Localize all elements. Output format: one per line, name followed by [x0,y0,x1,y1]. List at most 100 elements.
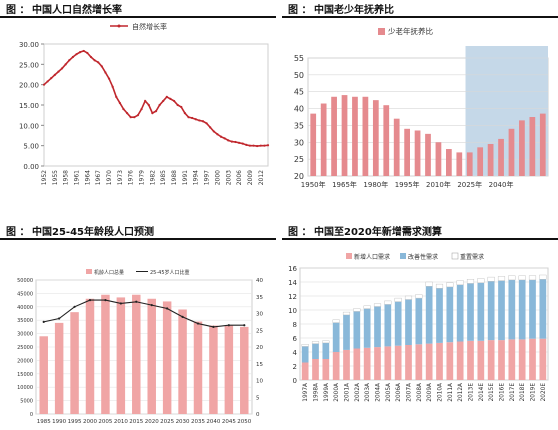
y-tick-label: 15.00 [19,102,39,110]
bar [116,297,126,414]
data-point [245,143,248,146]
y-tick-label: 15000 [17,372,33,378]
bar-segment [467,283,474,341]
bar [54,322,64,414]
data-point [104,299,107,302]
bar-segment [436,288,443,343]
x-tick-label: 2015E [489,383,495,402]
bar [383,105,390,176]
x-tick-label: 1998A [314,383,320,402]
y-tick-label: 30000 [17,332,33,338]
bar [310,113,317,176]
y2-tick-label: 5 [256,395,260,401]
data-point [73,305,76,308]
x-tick-label: 2009A [427,383,433,402]
bar [362,96,369,176]
x-tick-label: 1982 [149,170,156,185]
data-point [42,320,45,323]
x-tick-label: 2004A [376,383,382,402]
x-tick-label: 2040年 [489,180,514,189]
y-tick-label: 35 [294,121,304,130]
data-point [79,51,82,54]
data-point [60,67,64,70]
data-point [53,73,56,77]
x-tick-label: 2019E [531,383,537,402]
bar [372,100,379,176]
x-tick-label: 1965年 [332,180,357,189]
legend-label: 少老年抚养比 [388,26,433,36]
bar [466,152,473,176]
bar-segment [518,275,526,281]
x-tick-label: 2015 [129,419,143,425]
x-tick-label: 1994 [193,170,200,185]
x-tick-label: 2030 [176,419,190,425]
bar-segment [342,311,351,316]
bar-segment [436,342,443,380]
data-point [58,317,61,320]
x-tick-label: 2025 [160,419,174,425]
bar-segment [384,304,392,347]
data-point [162,99,165,103]
x-tick-label: 1991 [182,170,189,185]
bar [414,130,421,176]
bar-segment [332,322,340,352]
bar [39,336,48,414]
data-point [158,103,161,107]
legend-marker [117,24,121,28]
y-tick-label: 8 [293,321,297,329]
population-forecast-combo-chart: 0500010000150002000025000300003500040000… [17,269,263,425]
data-point [147,103,150,107]
y-tick-label: 2 [293,363,297,371]
bar [393,118,400,176]
bar-segment [435,283,444,289]
bar [162,301,172,414]
data-point [194,118,197,121]
y-tick-label: 25 [294,155,304,164]
legend-label: 自然增长率 [132,22,167,31]
panel-header: 图 ： 中国至2020年新增需求测算 [282,222,558,240]
y-tick-label: 14 [288,279,297,287]
y-tick-label: 6 [293,335,298,343]
bar-segment [477,340,485,380]
data-point [122,107,125,111]
y2-tick-label: 10 [256,379,263,385]
data-point [64,63,67,66]
data-point [176,103,179,107]
bar-segment [301,344,309,347]
x-tick-label: 2018E [520,383,526,402]
x-tick-label: 1995年 [395,180,420,189]
bar [178,309,187,414]
data-point [241,142,244,145]
data-point [118,101,121,105]
bar-segment [497,276,506,281]
bar-segment [322,342,330,359]
x-tick-label: 2009 [247,170,254,185]
bar [352,96,358,176]
x-tick-label: 1964 [84,170,91,185]
bar-segment [466,279,475,284]
y-tick-label: 45 [294,88,304,97]
data-point [42,83,46,86]
data-point [227,324,230,327]
bar-segment [425,281,433,287]
x-tick-label: 1970 [106,170,113,185]
y-tick-label: 50000 [17,278,33,284]
data-point [100,65,103,68]
x-tick-label: 1997 [204,170,211,185]
bar-segment [477,278,485,283]
bar-segment [394,301,402,346]
x-tick-label: 1973 [117,170,124,185]
y2-tick-label: 15 [256,362,263,368]
data-point [266,144,270,147]
y-tick-label: 35000 [17,318,33,324]
x-tick-label: 1988 [171,170,178,185]
bar-segment [456,280,464,285]
bar-segment [446,282,454,288]
chart-title: 中国至2020年新增需求测算 [314,227,442,238]
data-point [169,97,172,100]
bar-segment [539,274,547,280]
x-tick-label: 2006A [396,383,402,402]
data-point [129,116,132,119]
y-tick-label: 55 [294,54,304,63]
y-tick-label: 40 [294,105,304,114]
